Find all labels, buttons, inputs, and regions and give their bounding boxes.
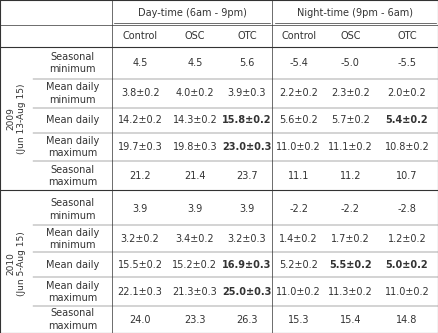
Text: 3.4±0.2: 3.4±0.2 [176, 234, 214, 244]
Text: 2009
(Jun 13-Aug 15): 2009 (Jun 13-Aug 15) [7, 83, 26, 154]
Text: Seasonal
maximum: Seasonal maximum [48, 308, 97, 331]
Text: 14.2±0.2: 14.2±0.2 [118, 115, 162, 125]
Text: 2.3±0.2: 2.3±0.2 [331, 88, 370, 98]
Text: 15.8±0.2: 15.8±0.2 [222, 115, 272, 125]
Text: Control: Control [123, 31, 158, 41]
Text: 1.2±0.2: 1.2±0.2 [388, 234, 426, 244]
Text: -5.4: -5.4 [289, 58, 308, 68]
Text: -5.5: -5.5 [397, 58, 417, 68]
Text: 3.8±0.2: 3.8±0.2 [121, 88, 159, 98]
Text: -2.2: -2.2 [341, 204, 360, 214]
Text: 11.1±0.2: 11.1±0.2 [328, 142, 373, 152]
Text: 11.2: 11.2 [339, 171, 361, 181]
Text: Mean daily
minimum: Mean daily minimum [46, 82, 99, 105]
Text: 5.4±0.2: 5.4±0.2 [385, 115, 428, 125]
Text: 23.3: 23.3 [184, 315, 206, 325]
Text: -2.8: -2.8 [397, 204, 417, 214]
Text: 4.5: 4.5 [187, 58, 203, 68]
Text: 11.3±0.2: 11.3±0.2 [328, 287, 373, 297]
Text: Mean daily
maximum: Mean daily maximum [46, 136, 99, 159]
Text: 11.0±0.2: 11.0±0.2 [276, 142, 321, 152]
Text: -5.0: -5.0 [341, 58, 360, 68]
Text: OSC: OSC [185, 31, 205, 41]
Text: 15.5±0.2: 15.5±0.2 [118, 260, 162, 270]
Text: 1.4±0.2: 1.4±0.2 [279, 234, 318, 244]
Text: 5.5±0.2: 5.5±0.2 [329, 260, 372, 270]
Text: Mean daily: Mean daily [46, 260, 99, 270]
Text: 26.3: 26.3 [236, 315, 258, 325]
Text: 10.8±0.2: 10.8±0.2 [385, 142, 429, 152]
Text: Night-time (9pm - 6am): Night-time (9pm - 6am) [297, 8, 413, 18]
Text: Seasonal
maximum: Seasonal maximum [48, 165, 97, 187]
Text: Control: Control [281, 31, 316, 41]
Text: 19.8±0.3: 19.8±0.3 [173, 142, 217, 152]
Text: 16.9±0.3: 16.9±0.3 [222, 260, 272, 270]
Text: OSC: OSC [340, 31, 360, 41]
Text: 2.0±0.2: 2.0±0.2 [388, 88, 426, 98]
Text: 10.7: 10.7 [396, 171, 418, 181]
Text: 11.1: 11.1 [288, 171, 309, 181]
Text: 5.2±0.2: 5.2±0.2 [279, 260, 318, 270]
Text: OTC: OTC [397, 31, 417, 41]
Text: 2.2±0.2: 2.2±0.2 [279, 88, 318, 98]
Text: 2010
(Jun 5-Aug 15): 2010 (Jun 5-Aug 15) [7, 231, 26, 296]
Text: 3.2±0.2: 3.2±0.2 [121, 234, 159, 244]
Text: 15.2±0.2: 15.2±0.2 [173, 260, 217, 270]
Text: 3.9: 3.9 [239, 204, 254, 214]
Text: 11.0±0.2: 11.0±0.2 [385, 287, 429, 297]
Text: 21.3±0.3: 21.3±0.3 [173, 287, 217, 297]
Text: Mean daily
maximum: Mean daily maximum [46, 281, 99, 303]
Text: Seasonal
minimum: Seasonal minimum [49, 52, 95, 74]
Text: 3.9: 3.9 [133, 204, 148, 214]
Text: 5.6: 5.6 [239, 58, 254, 68]
Text: 23.0±0.3: 23.0±0.3 [222, 142, 272, 152]
Text: -2.2: -2.2 [289, 204, 308, 214]
Text: 3.9±0.3: 3.9±0.3 [228, 88, 266, 98]
Text: 3.2±0.3: 3.2±0.3 [227, 234, 266, 244]
Text: 5.7±0.2: 5.7±0.2 [331, 115, 370, 125]
Text: 4.5: 4.5 [132, 58, 148, 68]
Text: 11.0±0.2: 11.0±0.2 [276, 287, 321, 297]
Text: 15.3: 15.3 [288, 315, 310, 325]
Text: OTC: OTC [237, 31, 257, 41]
Text: 14.3±0.2: 14.3±0.2 [173, 115, 217, 125]
Text: 25.0±0.3: 25.0±0.3 [222, 287, 272, 297]
Text: 4.0±0.2: 4.0±0.2 [176, 88, 214, 98]
Text: 21.4: 21.4 [184, 171, 206, 181]
Text: 19.7±0.3: 19.7±0.3 [118, 142, 162, 152]
Text: 23.7: 23.7 [236, 171, 258, 181]
Text: Mean daily
minimum: Mean daily minimum [46, 228, 99, 250]
Text: Seasonal
minimum: Seasonal minimum [49, 198, 95, 220]
Text: 5.0±0.2: 5.0±0.2 [385, 260, 428, 270]
Text: 5.6±0.2: 5.6±0.2 [279, 115, 318, 125]
Text: 3.9: 3.9 [187, 204, 202, 214]
Text: 1.7±0.2: 1.7±0.2 [331, 234, 370, 244]
Text: 21.2: 21.2 [129, 171, 151, 181]
Text: 15.4: 15.4 [339, 315, 361, 325]
Text: Mean daily: Mean daily [46, 115, 99, 125]
Text: 22.1±0.3: 22.1±0.3 [118, 287, 162, 297]
Text: Day-time (6am - 9pm): Day-time (6am - 9pm) [138, 8, 247, 18]
Text: 24.0: 24.0 [129, 315, 151, 325]
Text: 14.8: 14.8 [396, 315, 417, 325]
